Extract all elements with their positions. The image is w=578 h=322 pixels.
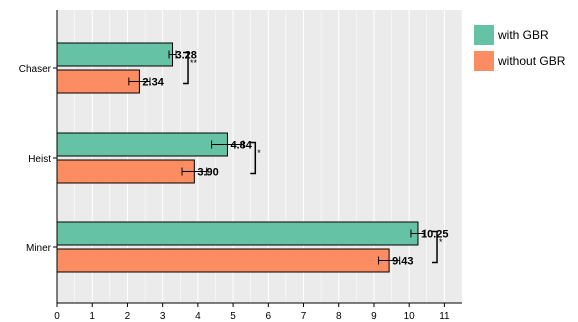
significance-label: *	[439, 237, 443, 247]
legend-label: with GBR	[497, 28, 549, 42]
x-tick-label: 10	[404, 311, 416, 322]
bar-heist-with-gbr	[56, 132, 228, 157]
legend-swatch	[474, 25, 494, 45]
bar-miner-with-gbr	[56, 221, 419, 246]
significance-bracket	[432, 230, 438, 264]
value-label: 9.43	[392, 256, 413, 268]
bar-heist-without-gbr	[56, 159, 195, 184]
x-tick-label: 9	[371, 311, 377, 322]
category-label: Miner	[26, 243, 52, 254]
significance-bracket	[183, 51, 189, 85]
category-label: Heist	[28, 154, 51, 165]
legend-label: without GBR	[497, 54, 566, 68]
significance-label: **	[190, 58, 198, 68]
value-label: 2.34	[142, 77, 164, 89]
x-tick-label: 7	[301, 311, 307, 322]
x-tick-label: 2	[125, 311, 131, 322]
value-label: 3.90	[197, 167, 218, 179]
x-tick-label: 4	[195, 311, 201, 322]
legend-swatch	[474, 51, 494, 71]
category-label: Chaser	[19, 64, 52, 75]
x-tick-label: 5	[230, 311, 236, 322]
axes-group: Chaser Heist Miner 0 1 2 3 4 5 6 7 8 9 10 11	[19, 10, 462, 322]
significance-bracket	[250, 141, 257, 175]
bar-miner-without-gbr	[56, 248, 390, 273]
x-tick-label: 8	[336, 311, 342, 322]
value-label: 3.28	[176, 50, 197, 62]
significance-label: *	[257, 148, 261, 158]
x-tick-label: 11	[439, 311, 450, 322]
value-label: 4.84	[230, 140, 252, 152]
bars-group: 3.282.34**4.843.90*10.259.43*	[56, 42, 449, 273]
x-tick-label: 3	[160, 311, 166, 322]
x-tick-label: 1	[89, 311, 95, 322]
x-tick-label: 6	[266, 311, 272, 322]
value-label: 10.25	[421, 229, 449, 241]
legend: with GBR without GBR	[474, 25, 566, 71]
bar-chaser-with-gbr	[56, 42, 174, 67]
bar-chaser-without-gbr	[56, 69, 140, 94]
x-tick-label: 0	[54, 311, 60, 322]
